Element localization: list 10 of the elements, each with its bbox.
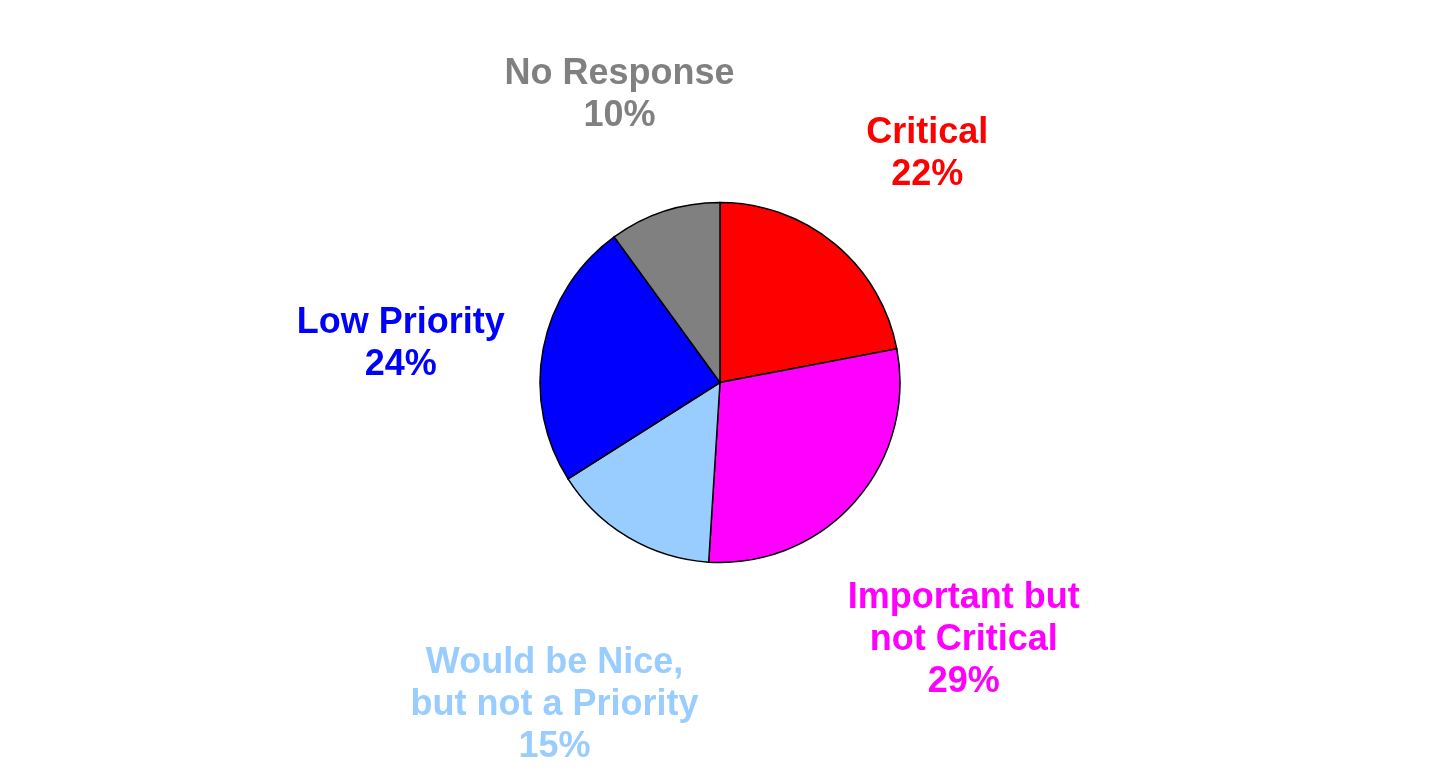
data-label: 15% bbox=[518, 724, 591, 766]
data-label: 24% bbox=[364, 341, 437, 383]
data-label: 22% bbox=[891, 152, 964, 194]
slice-label: No Response bbox=[504, 51, 735, 93]
slice-label: Would be Nice, but not a Priority bbox=[410, 640, 699, 724]
slice-label: Critical bbox=[866, 110, 989, 152]
slice-label: Important but not Critical bbox=[847, 575, 1080, 659]
data-label: 29% bbox=[927, 659, 1000, 701]
slice-label: Low Priority bbox=[296, 299, 505, 341]
data-label: 10% bbox=[583, 93, 656, 135]
